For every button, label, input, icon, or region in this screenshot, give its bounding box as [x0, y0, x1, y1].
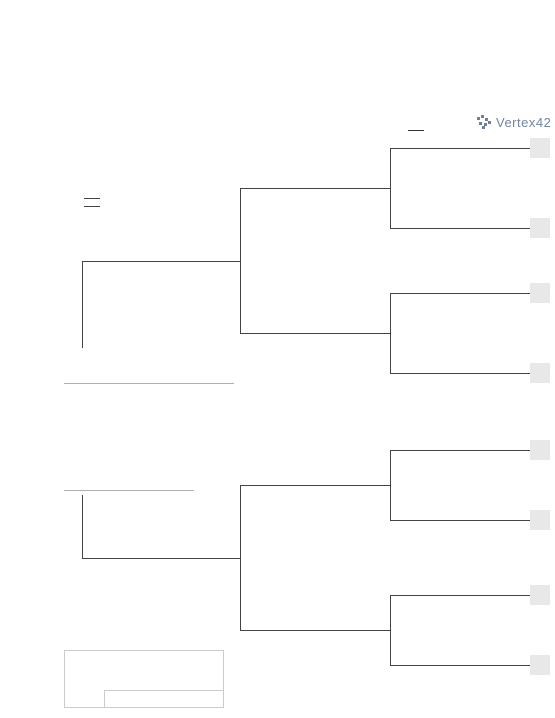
bracket-line	[390, 148, 391, 228]
bracket-line	[82, 261, 83, 349]
vertex42-icon	[476, 114, 492, 130]
bracket-line	[390, 595, 391, 665]
bracket-line	[390, 450, 530, 451]
bracket-slot	[530, 655, 550, 675]
bracket-line	[240, 485, 241, 630]
equals-mark-top	[84, 198, 100, 199]
bracket-line	[390, 148, 530, 149]
thin-rule-1	[64, 383, 234, 384]
logo-text: Vertex42	[496, 115, 551, 130]
bracket-line	[390, 293, 391, 373]
bracket-line	[240, 188, 241, 333]
bracket-slot	[530, 283, 550, 303]
bracket-line	[390, 450, 391, 520]
vertex42-logo: Vertex42	[476, 114, 551, 130]
bracket-line	[390, 228, 530, 229]
title-underscore	[408, 130, 424, 131]
bracket-line	[82, 558, 240, 559]
legend-inner-box	[104, 690, 224, 708]
bracket-slot	[530, 440, 550, 460]
bracket-line	[82, 495, 83, 558]
bracket-line	[240, 188, 390, 189]
equals-mark-bottom	[84, 206, 100, 207]
bracket-line	[390, 520, 530, 521]
bracket-line	[390, 595, 530, 596]
bracket-line	[240, 485, 390, 486]
bracket-slot	[530, 138, 550, 158]
bracket-slot	[530, 510, 550, 530]
bracket-slot	[530, 585, 550, 605]
bracket-line	[240, 630, 390, 631]
bracket-line	[240, 333, 390, 334]
bracket-line	[390, 293, 530, 294]
bracket-line	[82, 261, 240, 262]
bracket-slot	[530, 363, 550, 383]
thin-rule-2	[64, 490, 194, 491]
bracket-slot	[530, 218, 550, 238]
bracket-line	[390, 373, 530, 374]
bracket-line	[390, 665, 530, 666]
